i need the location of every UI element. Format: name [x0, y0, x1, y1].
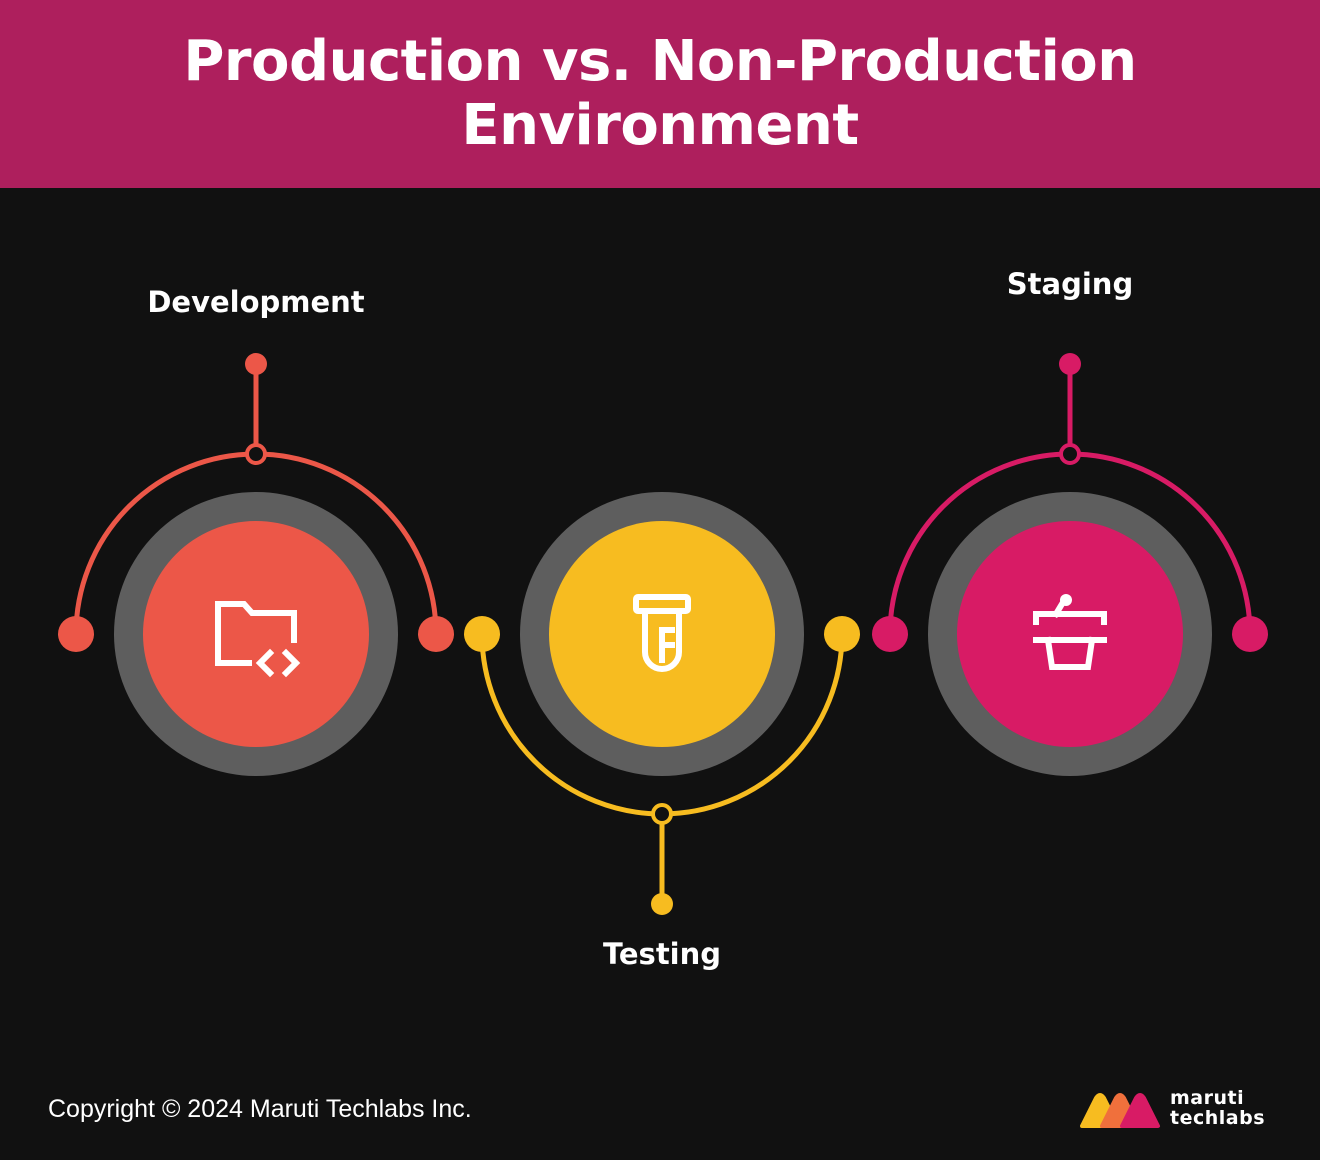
logo-line-2: techlabs — [1170, 1107, 1266, 1129]
staging-top-dot — [1059, 353, 1081, 375]
stage-development — [58, 353, 454, 776]
development-junction-node — [245, 443, 267, 465]
label-staging: Staging — [1006, 267, 1134, 301]
folder-code-icon — [215, 601, 301, 678]
staging-inner-circle — [957, 521, 1183, 747]
company-logo: maruti techlabs — [1078, 1086, 1288, 1132]
copyright-text: Copyright © 2024 Maruti Techlabs Inc. — [48, 1095, 472, 1123]
test-tube-icon — [633, 594, 691, 672]
diagram-canvas — [58, 353, 1268, 915]
development-inner-circle — [143, 521, 369, 747]
label-development: Development — [147, 285, 365, 319]
staging-junction-node — [1059, 443, 1081, 465]
logo-mark-icon — [1080, 1093, 1160, 1128]
podium-icon — [1033, 594, 1107, 670]
development-top-dot — [245, 353, 267, 375]
staging-left-end-dot — [872, 616, 908, 652]
testing-right-end-dot — [824, 616, 860, 652]
development-right-end-dot — [418, 616, 454, 652]
page-title: Production vs. Non-Production Environmen… — [183, 29, 1137, 158]
stage-testing — [464, 492, 860, 915]
label-testing: Testing — [602, 937, 722, 971]
logo-line-1: maruti — [1170, 1087, 1245, 1109]
development-left-end-dot — [58, 616, 94, 652]
header-banner: Production vs. Non-Production Environmen… — [0, 0, 1320, 188]
testing-left-end-dot — [464, 616, 500, 652]
testing-bottom-dot — [651, 893, 673, 915]
environment-diagram: Development Staging Testing — [0, 188, 1320, 1156]
stage-staging — [872, 353, 1268, 776]
logo-wordmark: maruti techlabs — [1170, 1088, 1265, 1128]
staging-right-end-dot — [1232, 616, 1268, 652]
testing-junction-node — [651, 803, 673, 825]
